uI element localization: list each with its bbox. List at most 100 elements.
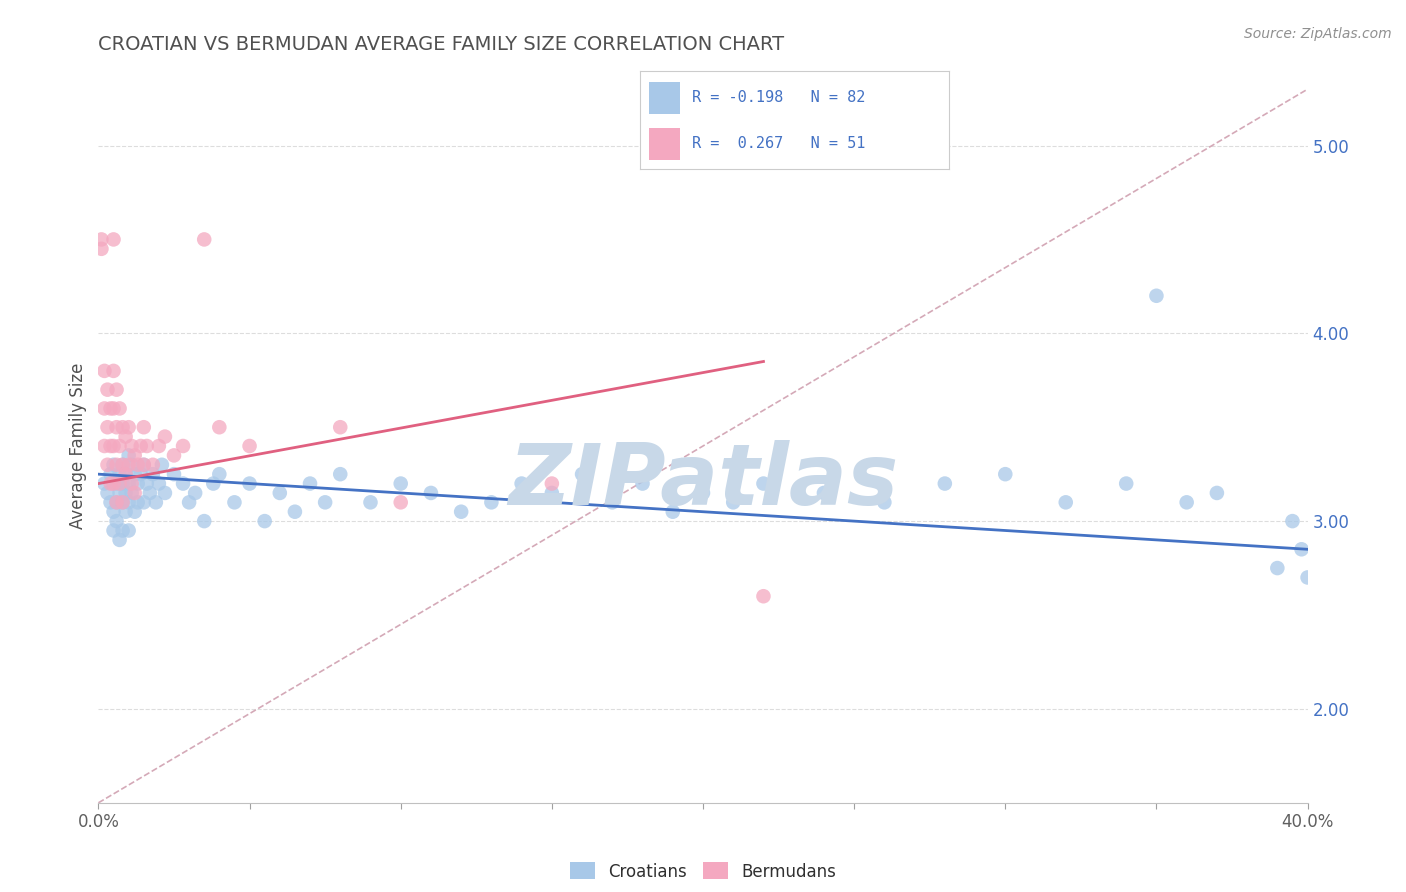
Point [100, 439, 122, 453]
Point [108, 467, 131, 482]
Text: ZIPatlas: ZIPatlas [508, 440, 898, 524]
Y-axis label: Average Family Size: Average Family Size [69, 363, 87, 529]
Point [145, 495, 167, 509]
Point [139, 486, 162, 500]
Point [202, 476, 225, 491]
Point [96, 486, 118, 500]
Point [111, 495, 134, 509]
Text: R = -0.198   N = 82: R = -0.198 N = 82 [692, 90, 866, 105]
Point [177, 495, 201, 509]
Point [540, 486, 562, 500]
Point [114, 505, 136, 519]
Point [135, 439, 157, 453]
Point [631, 476, 654, 491]
Point [132, 458, 155, 472]
Point [103, 401, 125, 416]
Point [1265, 561, 1288, 575]
Point [108, 476, 131, 491]
Bar [650, 82, 681, 113]
Point [108, 486, 131, 500]
Point [571, 467, 593, 482]
Point [127, 458, 149, 472]
Point [142, 467, 165, 482]
Point [93, 439, 115, 453]
Point [239, 476, 262, 491]
Point [129, 439, 152, 453]
Point [103, 524, 125, 538]
Point [105, 495, 128, 509]
Bar [650, 128, 681, 160]
Point [239, 439, 262, 453]
Point [163, 449, 186, 463]
Point [111, 458, 134, 472]
Point [103, 458, 125, 472]
Point [114, 429, 136, 443]
Point [360, 495, 382, 509]
Point [150, 458, 173, 472]
Point [224, 495, 246, 509]
Point [132, 458, 155, 472]
Point [111, 524, 134, 538]
Text: CROATIAN VS BERMUDAN AVERAGE FAMILY SIZE CORRELATION CHART: CROATIAN VS BERMUDAN AVERAGE FAMILY SIZE… [98, 35, 785, 54]
Point [105, 458, 128, 472]
Point [132, 420, 155, 434]
Point [1281, 514, 1303, 528]
Point [114, 467, 136, 482]
Point [163, 467, 186, 482]
Point [93, 476, 115, 491]
Point [1175, 495, 1198, 509]
Point [100, 495, 122, 509]
Point [314, 495, 336, 509]
Point [934, 476, 956, 491]
Point [93, 364, 115, 378]
Point [103, 505, 125, 519]
Point [721, 495, 744, 509]
Point [118, 495, 141, 509]
Point [105, 514, 128, 528]
Legend: Croatians, Bermudans: Croatians, Bermudans [562, 855, 844, 888]
Point [96, 383, 118, 397]
Point [93, 401, 115, 416]
Point [135, 476, 157, 491]
Point [96, 458, 118, 472]
Point [114, 486, 136, 500]
Point [253, 514, 276, 528]
Point [450, 505, 472, 519]
Point [108, 533, 131, 547]
Point [121, 486, 143, 500]
Point [269, 486, 291, 500]
Point [329, 420, 352, 434]
Point [132, 495, 155, 509]
Point [873, 495, 896, 509]
Point [419, 486, 441, 500]
Point [114, 467, 136, 482]
Point [103, 232, 125, 246]
Text: Source: ZipAtlas.com: Source: ZipAtlas.com [1244, 27, 1392, 41]
Point [118, 449, 141, 463]
Point [510, 476, 533, 491]
Point [299, 476, 322, 491]
Point [105, 495, 128, 509]
Point [142, 458, 165, 472]
Point [105, 383, 128, 397]
Point [108, 439, 131, 453]
Point [1206, 486, 1229, 500]
Point [994, 467, 1017, 482]
Point [111, 458, 134, 472]
Point [208, 467, 231, 482]
Point [103, 439, 125, 453]
Point [172, 439, 194, 453]
Point [284, 505, 307, 519]
Point [103, 476, 125, 491]
Point [208, 420, 231, 434]
Point [111, 495, 134, 509]
Text: R =  0.267   N = 51: R = 0.267 N = 51 [692, 136, 866, 152]
Point [121, 458, 143, 472]
Point [153, 429, 176, 443]
Point [172, 476, 194, 491]
Point [105, 420, 128, 434]
Point [127, 495, 149, 509]
Point [692, 486, 714, 500]
Point [124, 486, 146, 500]
Point [481, 495, 503, 509]
